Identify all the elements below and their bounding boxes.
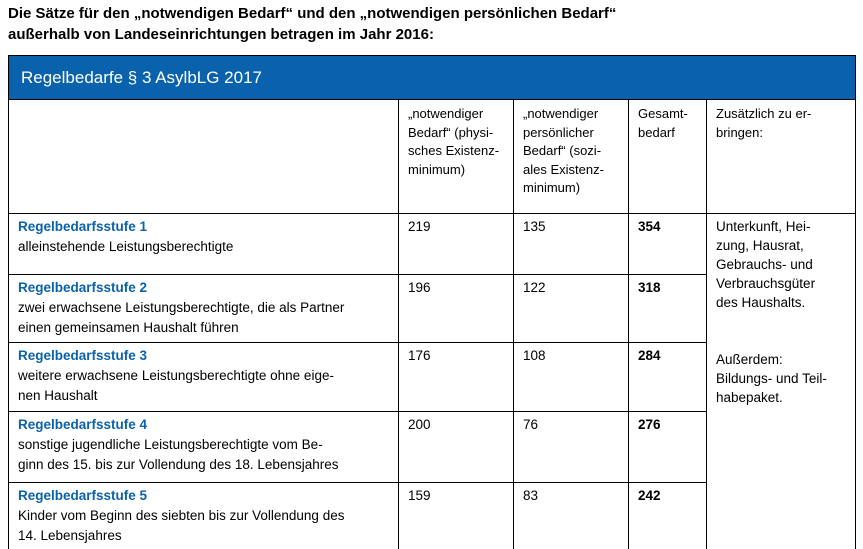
cell-notwendiger-bedarf: 176: [398, 342, 514, 412]
row-description: alleinstehende Leistungsberechtigte: [18, 239, 234, 254]
row-stufe-label: Regelbedarfsstufe 1: [18, 219, 148, 234]
cell-gesamtbedarf: 354: [628, 213, 707, 275]
table-row: Regelbedarfsstufe 4 sonstige jugendliche…: [8, 411, 856, 483]
cell-stufe: Regelbedarfsstufe 5 Kinder vom Beginn de…: [8, 482, 399, 549]
table-row: Regelbedarfsstufe 5 Kinder vom Beginn de…: [8, 482, 856, 549]
row-description: weitere erwachsene Leistungsberechtigte …: [18, 368, 334, 403]
cell-notwendiger-bedarf: 219: [398, 213, 514, 275]
table-header-row: „notwendiger Bedarf“ (physi- sches Exist…: [8, 99, 857, 214]
row-description: Kinder vom Beginn des siebten bis zur Vo…: [18, 508, 345, 543]
row-stufe-label: Regelbedarfsstufe 3: [18, 348, 148, 363]
cell-stufe: Regelbedarfsstufe 2 zwei erwachsene Leis…: [8, 274, 399, 343]
row-stufe-label: Regelbedarfsstufe 2: [18, 280, 148, 295]
header-persoenlicher-bedarf: „notwendiger persönlicher Bedarf“ (sozi-…: [513, 99, 629, 214]
cell-gesamtbedarf: 276: [628, 411, 707, 483]
cell-zusaetzlich-zu-erbringen: Unterkunft, Hei- zung, Hausrat, Gebrauch…: [705, 213, 857, 549]
cell-gesamtbedarf: 242: [628, 482, 707, 549]
cell-persoenlicher-bedarf: 135: [513, 213, 629, 275]
cell-notwendiger-bedarf: 196: [398, 274, 514, 343]
row-description: zwei erwachsene Leistungsberechtigte, di…: [18, 300, 345, 335]
row-description: sonstige jugendliche Leistungsberechtigt…: [18, 437, 339, 472]
page-title: Die Sätze für den „notwendigen Bedarf“ u…: [8, 5, 617, 43]
cell-persoenlicher-bedarf: 76: [513, 411, 629, 483]
header-notwendiger-bedarf: „notwendiger Bedarf“ (physi- sches Exist…: [398, 99, 514, 214]
table-row: Regelbedarfsstufe 1 alleinstehende Leist…: [8, 213, 857, 549]
cell-persoenlicher-bedarf: 83: [513, 482, 629, 549]
cell-stufe: Regelbedarfsstufe 4 sonstige jugendliche…: [8, 411, 399, 483]
header-gesamtbedarf: Gesamt- bedarf: [628, 99, 707, 214]
row-stufe-label: Regelbedarfsstufe 5: [18, 488, 148, 503]
table-title-bar: Regelbedarfe § 3 AsylbLG 2017: [7, 55, 857, 100]
cell-stufe: Regelbedarfsstufe 3 weitere erwachsene L…: [8, 342, 399, 412]
cell-gesamtbedarf: 284: [628, 342, 707, 412]
header-zusaetzlich: Zusätzlich zu er- bringen:: [705, 99, 857, 214]
table-row: Regelbedarfsstufe 2 zwei erwachsene Leis…: [8, 274, 856, 343]
cell-persoenlicher-bedarf: 122: [513, 274, 629, 343]
header-empty: [8, 99, 399, 214]
table-row: Regelbedarfsstufe 3 weitere erwachsene L…: [8, 342, 856, 412]
cell-notwendiger-bedarf: 159: [398, 482, 514, 549]
cell-notwendiger-bedarf: 200: [398, 411, 514, 483]
cell-gesamtbedarf: 318: [628, 274, 707, 343]
regelbedarfe-table: Regelbedarfe § 3 AsylbLG 2017 „notwendig…: [7, 55, 857, 549]
table-title: Regelbedarfe § 3 AsylbLG 2017: [7, 55, 857, 100]
row-stufe-label: Regelbedarfsstufe 4: [18, 417, 148, 432]
cell-persoenlicher-bedarf: 108: [513, 342, 629, 412]
cell-stufe: Regelbedarfsstufe 1 alleinstehende Leist…: [8, 213, 399, 275]
